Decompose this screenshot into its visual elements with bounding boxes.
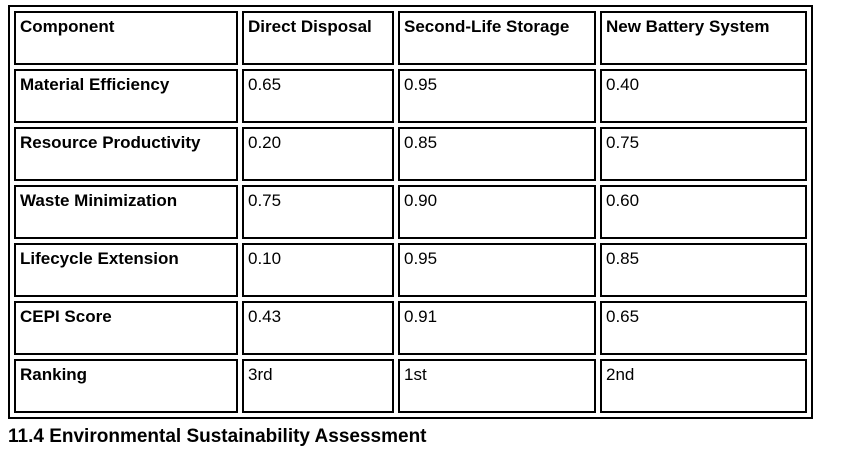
column-header-direct-disposal: Direct Disposal	[242, 11, 394, 65]
row-label-material-efficiency: Material Efficiency	[14, 69, 238, 123]
cell-value: 0.75	[242, 185, 394, 239]
table-row: Lifecycle Extension 0.10 0.95 0.85	[14, 243, 807, 297]
cell-value: 1st	[398, 359, 596, 413]
cell-value: 0.91	[398, 301, 596, 355]
sustainability-table: Component Direct Disposal Second-Life St…	[8, 5, 813, 419]
cell-value: 0.65	[242, 69, 394, 123]
cell-value: 0.43	[242, 301, 394, 355]
table-row: Ranking 3rd 1st 2nd	[14, 359, 807, 413]
table-row: CEPI Score 0.43 0.91 0.65	[14, 301, 807, 355]
row-label-waste-minimization: Waste Minimization	[14, 185, 238, 239]
cell-value: 0.10	[242, 243, 394, 297]
table-caption: 11.4 Environmental Sustainability Assess…	[8, 426, 427, 447]
cell-value: 0.95	[398, 243, 596, 297]
column-header-new-battery-system: New Battery System	[600, 11, 807, 65]
cell-value: 0.90	[398, 185, 596, 239]
cell-value: 0.20	[242, 127, 394, 181]
row-label-ranking: Ranking	[14, 359, 238, 413]
cell-value: 0.85	[398, 127, 596, 181]
cell-value: 0.60	[600, 185, 807, 239]
table-row: Resource Productivity 0.20 0.85 0.75	[14, 127, 807, 181]
row-label-lifecycle-extension: Lifecycle Extension	[14, 243, 238, 297]
cell-value: 0.85	[600, 243, 807, 297]
cell-value: 0.40	[600, 69, 807, 123]
cell-value: 2nd	[600, 359, 807, 413]
table-row: Material Efficiency 0.65 0.95 0.40	[14, 69, 807, 123]
row-label-cepi-score: CEPI Score	[14, 301, 238, 355]
table-row: Waste Minimization 0.75 0.90 0.60	[14, 185, 807, 239]
column-header-second-life-storage: Second-Life Storage	[398, 11, 596, 65]
table-header-row: Component Direct Disposal Second-Life St…	[14, 11, 807, 65]
column-header-component: Component	[14, 11, 238, 65]
cell-value: 0.75	[600, 127, 807, 181]
cell-value: 0.95	[398, 69, 596, 123]
cell-value: 0.65	[600, 301, 807, 355]
row-label-resource-productivity: Resource Productivity	[14, 127, 238, 181]
cell-value: 3rd	[242, 359, 394, 413]
